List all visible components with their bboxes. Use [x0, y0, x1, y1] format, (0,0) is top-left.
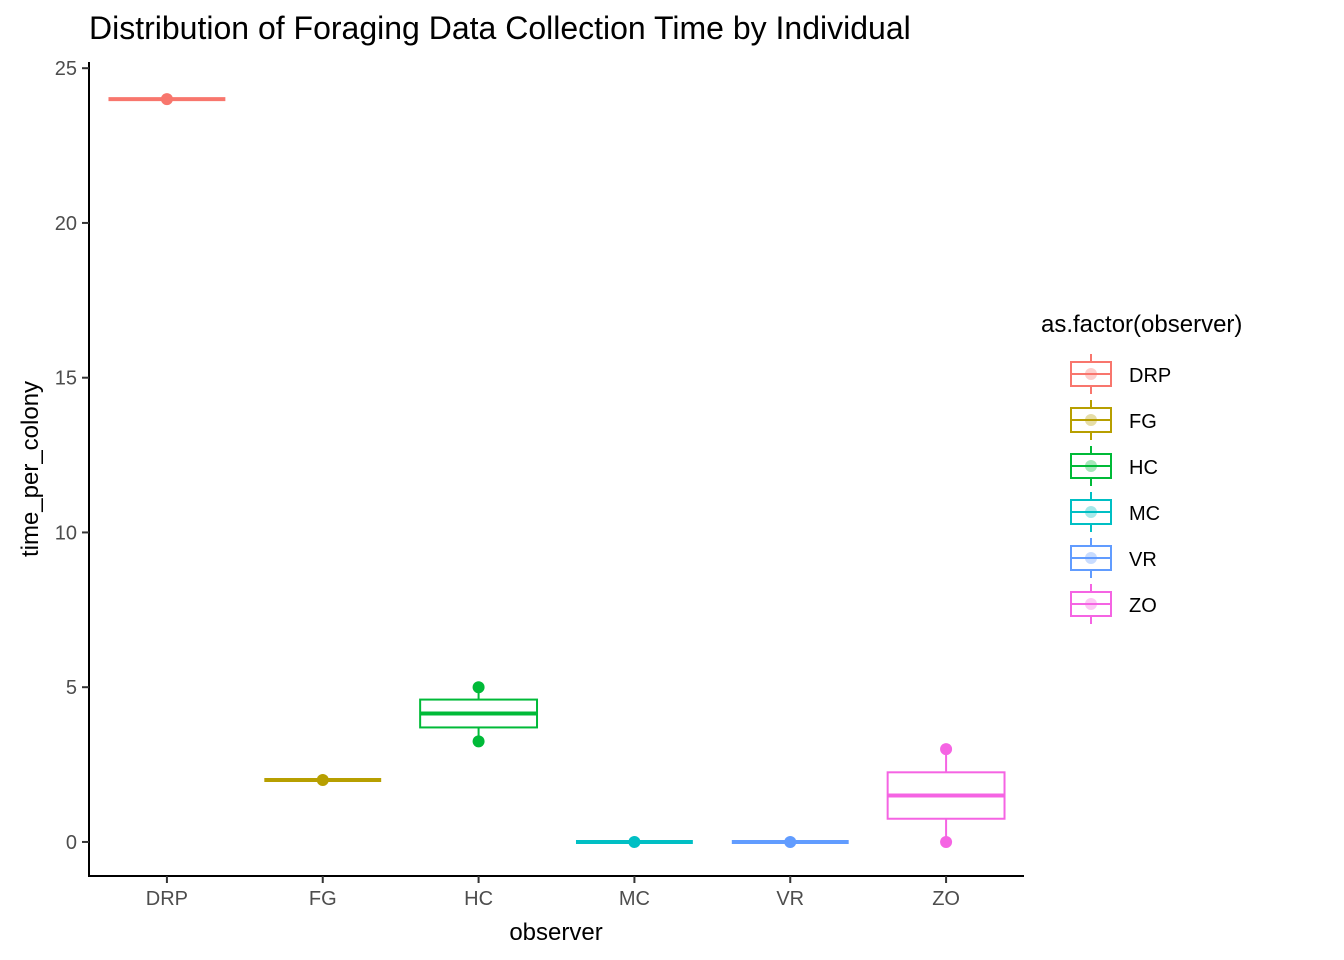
data-point [316, 774, 329, 787]
legend-label: DRP [1129, 365, 1171, 387]
x-tick-label: VR [776, 888, 804, 910]
x-axis-title: observer [509, 919, 602, 946]
legend-item-fg: FG [1070, 400, 1157, 440]
legend-item-mc: MC [1070, 492, 1160, 532]
legend-title: as.factor(observer) [1041, 311, 1242, 338]
legend-key-point [1085, 598, 1097, 610]
x-axis-ticks: DRP FG HC MC VR ZO [146, 876, 960, 910]
legend: as.factor(observer) DRP FG HC MC VR ZO [1041, 311, 1242, 624]
legend-item-drp: DRP [1070, 354, 1171, 394]
box-mc [575, 835, 693, 848]
legend-item-vr: VR [1070, 538, 1157, 578]
legend-key-point [1085, 460, 1097, 472]
legend-entries: DRP FG HC MC VR ZO [1070, 354, 1171, 624]
box-hc [419, 681, 539, 748]
box-drp [108, 93, 226, 106]
box-fg [264, 774, 382, 787]
plot-area [108, 93, 1006, 848]
x-tick-label: FG [309, 888, 337, 910]
data-point [784, 835, 797, 848]
y-tick-label: 0 [66, 832, 77, 854]
legend-item-hc: HC [1070, 446, 1158, 486]
legend-label: VR [1129, 549, 1157, 571]
x-tick-label: DRP [146, 888, 188, 910]
x-tick-label: HC [464, 888, 493, 910]
data-point [940, 743, 953, 756]
data-point [472, 735, 485, 748]
y-tick-label: 15 [55, 368, 77, 390]
data-point [472, 681, 485, 694]
legend-key-point [1085, 414, 1097, 426]
legend-item-zo: ZO [1070, 584, 1157, 624]
x-tick-label: MC [619, 888, 650, 910]
data-point [628, 835, 641, 848]
data-point [160, 93, 173, 106]
y-tick-label: 10 [55, 522, 77, 544]
legend-label: FG [1129, 411, 1157, 433]
y-axis-ticks: 0 5 10 15 20 25 [55, 58, 89, 854]
x-tick-label: ZO [932, 888, 960, 910]
legend-key-point [1085, 506, 1097, 518]
data-point [940, 835, 953, 848]
legend-label: MC [1129, 503, 1160, 525]
legend-label: HC [1129, 457, 1158, 479]
y-axis-title: time_per_colony [17, 381, 44, 557]
y-tick-label: 5 [66, 677, 77, 699]
legend-key-point [1085, 552, 1097, 564]
legend-key-point [1085, 368, 1097, 380]
box-vr [731, 835, 849, 848]
chart-title: Distribution of Foraging Data Collection… [89, 10, 911, 46]
y-tick-label: 20 [55, 213, 77, 235]
legend-label: ZO [1129, 595, 1157, 617]
y-tick-label: 25 [55, 58, 77, 80]
box-zo [886, 743, 1006, 848]
